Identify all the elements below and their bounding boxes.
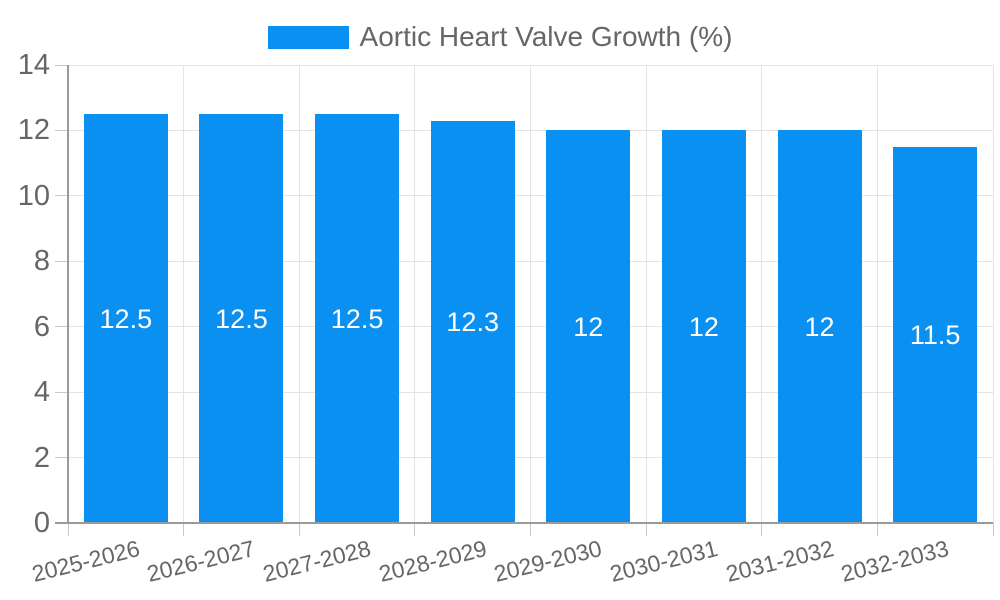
x-axis-label: 2032-2033 bbox=[838, 535, 952, 587]
y-tick-label: 6 bbox=[33, 310, 50, 343]
gridline-v bbox=[876, 65, 878, 523]
x-axis-label: 2025-2026 bbox=[29, 535, 143, 587]
bar-value-label: 12.5 bbox=[330, 303, 384, 334]
y-tick-label: 12 bbox=[17, 114, 50, 147]
y-tick-label: 8 bbox=[33, 245, 50, 278]
gridline-v bbox=[761, 65, 763, 523]
y-tick-label: 4 bbox=[33, 376, 50, 409]
x-tick-mark bbox=[761, 523, 763, 536]
bar bbox=[893, 146, 978, 523]
x-axis-label: 2027-2028 bbox=[260, 535, 374, 587]
x-axis-line bbox=[55, 522, 993, 524]
bar bbox=[661, 130, 746, 523]
y-tick-mark bbox=[55, 64, 68, 66]
gridline-v bbox=[992, 65, 994, 523]
x-axis-label: 2029-2030 bbox=[491, 535, 605, 587]
y-tick-mark bbox=[55, 195, 68, 197]
x-tick-mark bbox=[183, 523, 185, 536]
x-axis-label: 2026-2027 bbox=[144, 535, 258, 587]
legend[interactable]: Aortic Heart Valve Growth (%) bbox=[0, 22, 1000, 52]
y-tick-mark bbox=[55, 129, 68, 131]
x-tick-mark bbox=[298, 523, 300, 536]
gridline-v bbox=[645, 65, 647, 523]
x-axis-label: 2030-2031 bbox=[607, 535, 721, 587]
x-tick-mark bbox=[645, 523, 647, 536]
bar-value-label: 12.3 bbox=[446, 306, 499, 337]
y-axis-line bbox=[67, 65, 69, 524]
bar bbox=[199, 114, 284, 523]
bar bbox=[430, 120, 515, 523]
legend-swatch[interactable] bbox=[267, 25, 349, 49]
bar-value-label: 11.5 bbox=[909, 319, 961, 350]
y-tick-mark bbox=[55, 326, 68, 328]
y-tick-label: 0 bbox=[33, 507, 50, 539]
bar-value-label: 12 bbox=[804, 311, 835, 342]
x-axis-label: 2031-2032 bbox=[722, 535, 836, 587]
bar bbox=[777, 130, 862, 523]
y-tick-mark bbox=[55, 391, 68, 393]
x-tick-mark bbox=[530, 523, 531, 536]
bar-value-label: 12 bbox=[688, 311, 719, 342]
legend-label[interactable]: Aortic Heart Valve Growth (%) bbox=[359, 21, 733, 52]
bar-value-label: 12.5 bbox=[215, 303, 268, 334]
gridline-v bbox=[298, 65, 300, 523]
bar-value-label: 12 bbox=[573, 311, 604, 342]
y-tick-label: 14 bbox=[17, 49, 50, 81]
bar bbox=[83, 114, 168, 523]
y-tick-label: 2 bbox=[33, 441, 50, 474]
x-tick-mark bbox=[67, 523, 69, 536]
gridline-v bbox=[530, 65, 531, 523]
x-tick-mark bbox=[414, 523, 416, 536]
gridline-v bbox=[414, 65, 416, 523]
y-tick-mark bbox=[55, 260, 68, 262]
y-tick-label: 10 bbox=[17, 179, 50, 212]
gridline-v bbox=[183, 65, 185, 523]
x-tick-mark bbox=[992, 523, 994, 536]
x-axis-label: 2028-2029 bbox=[375, 535, 489, 587]
y-tick-mark bbox=[55, 457, 68, 459]
bar bbox=[315, 114, 400, 523]
bar bbox=[546, 130, 631, 523]
bar-value-label: 12.5 bbox=[99, 303, 153, 334]
x-tick-mark bbox=[876, 523, 878, 536]
